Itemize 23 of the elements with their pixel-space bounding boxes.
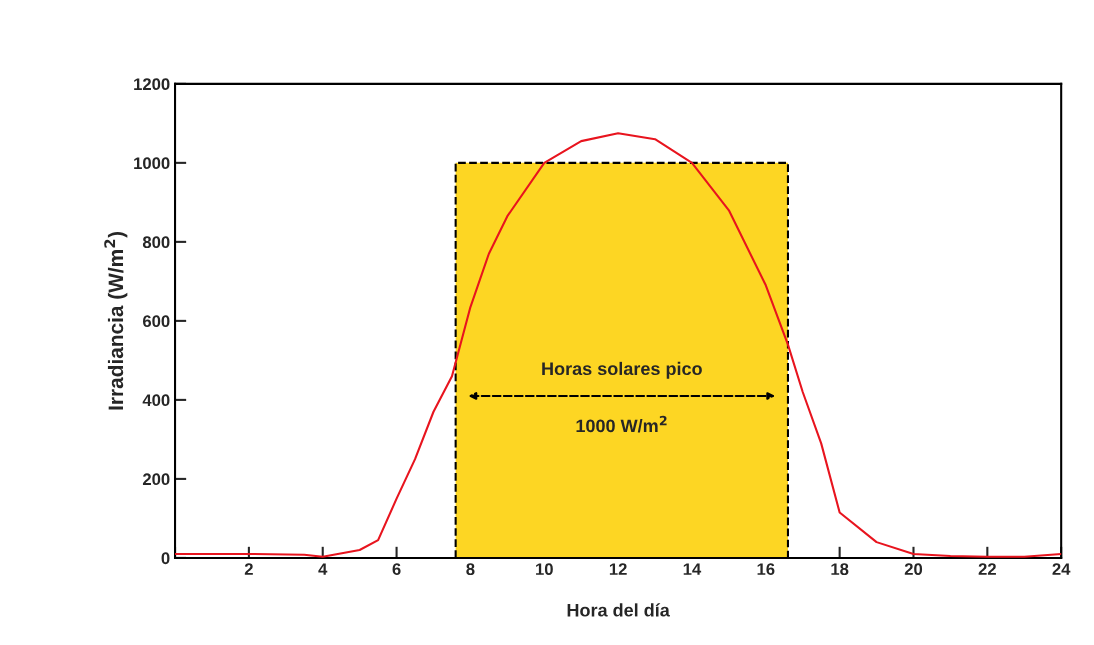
x-tick-label: 24 [1052,563,1071,575]
x-tick-label: 10 [536,563,553,576]
y-tick-label: 200 [142,473,170,486]
y-tick-label: 400 [142,394,170,407]
x-axis-title: Hora del día [567,603,670,617]
x-tick-label: 2 [244,563,253,575]
annotation: 1000 W/m$^{2}$ [576,415,667,433]
y-tick-label: 800 [142,236,170,249]
y-tick-label: 1000 [134,157,170,170]
y-tick-label: 0 [161,552,170,565]
y-axis-title: Irradiancia (W/m$^{2}$) [104,231,128,410]
x-tick-label: 14 [683,563,702,575]
x-tick-label: 20 [904,563,923,576]
annotation: Horas solares pico [542,361,702,379]
x-tick-label: 16 [757,563,775,576]
x-tick-label: 8 [466,563,475,576]
y-tick-label: 1200 [134,78,170,91]
x-tick-label: 4 [318,563,328,575]
x-tick-label: 22 [978,563,996,575]
y-tick-label: 600 [142,315,170,328]
x-tick-label: 18 [831,563,849,576]
x-tick-label: 6 [392,563,401,576]
x-tick-label: 12 [609,563,627,575]
